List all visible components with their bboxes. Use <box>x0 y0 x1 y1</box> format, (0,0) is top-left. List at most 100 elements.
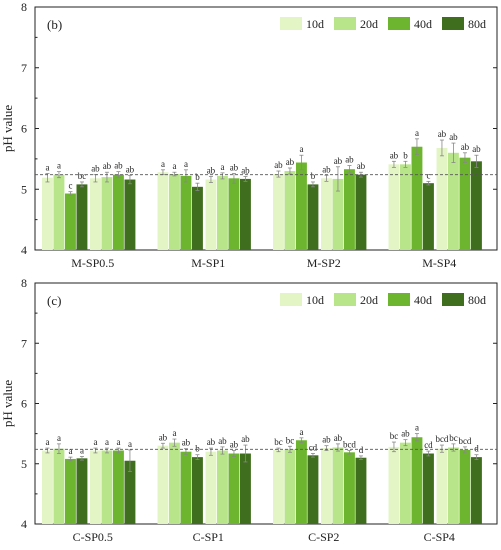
x-category-label: C-SP2 <box>308 530 339 544</box>
significance-label: ab <box>241 434 250 444</box>
bar <box>471 161 482 250</box>
significance-label: b <box>403 150 408 160</box>
significance-label: ab <box>114 161 123 171</box>
significance-label: ab <box>357 161 366 171</box>
bar <box>307 184 319 250</box>
significance-label: d <box>474 444 479 454</box>
significance-label: ab <box>461 142 470 152</box>
bar <box>65 458 76 524</box>
y-axis-label: pH value <box>0 105 15 153</box>
significance-label: bc <box>274 437 283 447</box>
bar <box>459 449 471 524</box>
x-category-label: C-SP1 <box>193 530 224 544</box>
bar <box>53 174 65 250</box>
significance-label: a <box>57 161 61 171</box>
significance-label: a <box>299 144 303 154</box>
bar <box>240 453 251 524</box>
x-category-label: C-SP4 <box>424 530 455 544</box>
bar <box>53 448 65 524</box>
bar <box>157 445 169 524</box>
bar <box>296 162 307 250</box>
significance-label: ab <box>322 435 331 445</box>
bar <box>228 453 240 524</box>
bar <box>42 177 53 250</box>
significance-label: bcd <box>458 436 471 446</box>
bar <box>321 448 332 524</box>
bar <box>169 174 180 250</box>
significance-label: a <box>220 162 224 172</box>
y-tick-label: 8 <box>21 0 27 14</box>
bar <box>388 446 400 524</box>
significance-label: ab <box>182 438 191 448</box>
bar <box>157 172 169 250</box>
bar <box>307 455 319 524</box>
y-tick-label: 8 <box>21 276 27 290</box>
bar <box>124 460 136 524</box>
significance-label: a <box>57 433 61 443</box>
bar <box>321 178 332 250</box>
bar <box>296 440 307 524</box>
bar <box>344 169 355 250</box>
significance-label: ab <box>126 164 135 174</box>
significance-label: ab <box>207 437 216 447</box>
y-axis-label: pH value <box>0 380 15 428</box>
significance-label: a <box>184 159 188 169</box>
bar <box>217 175 228 250</box>
legend-label-10d: 10d <box>306 17 324 31</box>
significance-label: a <box>172 428 176 438</box>
legend-label-20d: 20d <box>360 293 378 307</box>
legend-label-40d: 40d <box>414 17 432 31</box>
bar <box>180 451 192 524</box>
bar <box>217 450 228 524</box>
x-category-label: M-SP2 <box>307 256 341 270</box>
bar <box>355 174 367 250</box>
significance-label: ab <box>286 157 295 167</box>
bar <box>459 157 471 250</box>
bar <box>273 449 284 524</box>
significance-label: b <box>195 172 200 182</box>
bar <box>76 184 88 250</box>
bar <box>228 178 240 250</box>
significance-label: ab <box>218 436 227 446</box>
bar <box>344 452 355 524</box>
significance-label: ab <box>322 164 331 174</box>
bar <box>76 458 88 524</box>
significance-label: d <box>359 445 364 455</box>
y-tick-label: 6 <box>21 122 27 136</box>
x-category-label: C-SP0.5 <box>73 530 113 544</box>
bar <box>90 450 101 524</box>
bar <box>411 437 423 524</box>
y-tick-label: 5 <box>21 182 27 196</box>
legend-swatch-80d <box>442 17 464 30</box>
significance-label: c <box>426 170 430 180</box>
significance-label: ab <box>230 439 239 449</box>
bar <box>240 178 251 250</box>
significance-label: a <box>161 159 165 169</box>
bar <box>124 179 136 250</box>
significance-label: a <box>80 446 84 456</box>
bar <box>400 164 411 250</box>
significance-label: b <box>195 444 200 454</box>
significance-label: a <box>93 437 97 447</box>
legend-label-80d: 80d <box>468 293 486 307</box>
legend-swatch-10d <box>280 293 302 306</box>
significance-label: ab <box>159 432 168 442</box>
bar <box>113 174 124 250</box>
y-tick-label: 7 <box>21 61 27 75</box>
significance-label: ab <box>449 132 458 142</box>
y-tick-label: 7 <box>21 336 27 350</box>
significance-label: ab <box>91 164 100 174</box>
significance-label: ab <box>274 160 283 170</box>
significance-label: a <box>116 437 120 447</box>
bar <box>205 179 217 250</box>
panel-label: (c) <box>47 293 61 308</box>
significance-label: bc <box>449 433 458 443</box>
bar <box>411 146 423 250</box>
bar <box>42 450 53 524</box>
bar <box>284 449 296 524</box>
significance-label: ab <box>103 161 112 171</box>
significance-label: cd <box>309 443 318 453</box>
significance-label: bc <box>286 435 295 445</box>
bar <box>332 178 344 250</box>
